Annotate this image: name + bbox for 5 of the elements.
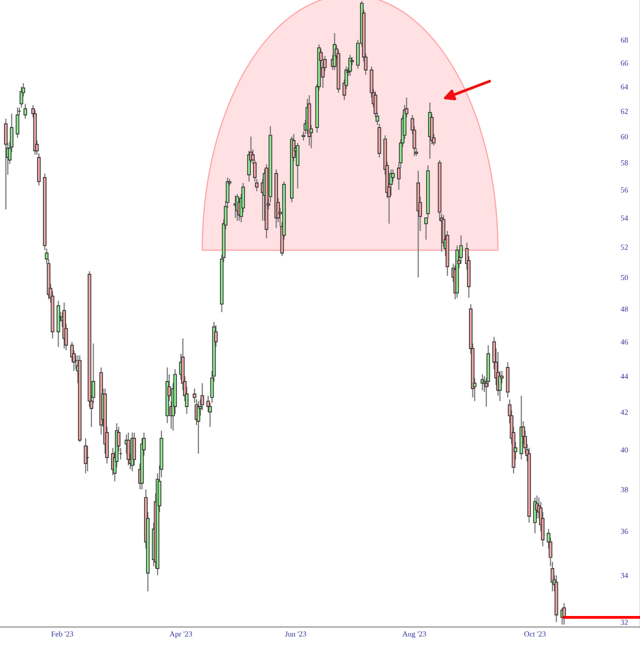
candlestick [84, 438, 88, 474]
candlestick [126, 432, 130, 466]
candlestick [24, 103, 28, 120]
candlestick [4, 118, 8, 210]
candlestick [20, 86, 24, 108]
